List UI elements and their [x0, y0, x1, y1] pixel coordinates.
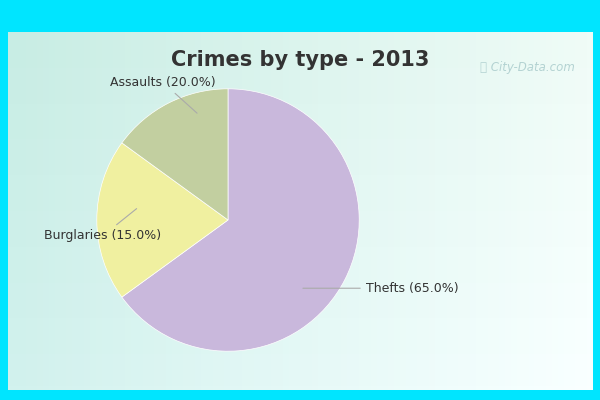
Wedge shape [122, 89, 228, 220]
Text: Crimes by type - 2013: Crimes by type - 2013 [171, 50, 429, 70]
Wedge shape [122, 89, 359, 351]
Wedge shape [97, 143, 228, 297]
Text: Assaults (20.0%): Assaults (20.0%) [110, 76, 215, 113]
Text: Thefts (65.0%): Thefts (65.0%) [303, 282, 458, 295]
Text: ⓘ City-Data.com: ⓘ City-Data.com [480, 61, 575, 74]
Text: Burglaries (15.0%): Burglaries (15.0%) [44, 209, 161, 242]
